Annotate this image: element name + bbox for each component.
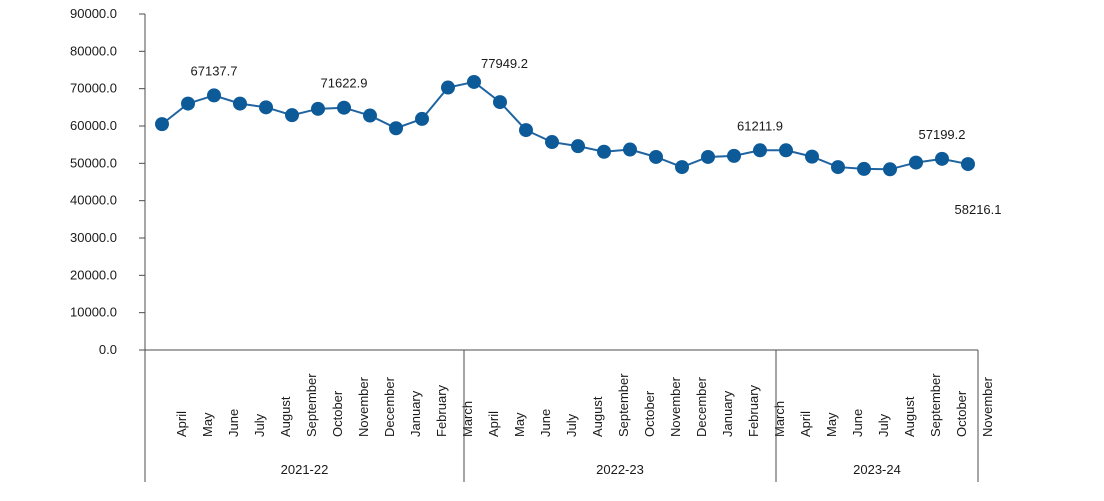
data-point (259, 100, 273, 115)
x-tick-label: June (226, 409, 241, 437)
data-point (727, 148, 741, 163)
y-tick-label: 10000.0 (70, 305, 117, 320)
x-tick-label: September (616, 373, 631, 437)
x-tick-label: May (200, 412, 215, 437)
series-line (161, 80, 969, 171)
y-tick-label: 60000.0 (70, 118, 117, 133)
x-tick-label: August (590, 396, 605, 437)
data-point (155, 117, 169, 132)
x-tick-label: October (954, 390, 969, 437)
data-point (545, 135, 559, 150)
data-point (389, 121, 403, 136)
x-tick-label: September (928, 373, 943, 437)
data-point (441, 80, 455, 95)
x-tick-label: April (798, 411, 813, 437)
y-tick-label: 0.0 (99, 342, 117, 357)
x-tick-label: October (330, 390, 345, 437)
data-point (649, 149, 663, 164)
data-point (337, 100, 351, 115)
x-tick-label: February (434, 384, 449, 437)
y-axis: 0.0 10000.0 20000.0 30000.0 40000.0 50000.0 60… (70, 6, 146, 357)
data-point (935, 151, 949, 166)
data-point (519, 123, 533, 138)
data-label: 67137.7 (191, 63, 238, 78)
data-labels: 67137.7 71622.9 77949.2 61211.9 57199.2 58216… (191, 56, 1002, 217)
x-tick-label: April (486, 411, 501, 437)
data-point (207, 88, 221, 103)
data-point (467, 74, 481, 89)
x-tick-label: January (720, 390, 735, 437)
x-tick-label: July (876, 413, 891, 437)
x-tick-label: August (278, 396, 293, 437)
data-point (701, 149, 715, 164)
plot-area (155, 74, 975, 177)
x-tick-label: May (824, 412, 839, 437)
data-point (233, 96, 247, 111)
y-tick-label: 20000.0 (70, 267, 117, 282)
group-label: 2023-24 (853, 462, 901, 477)
y-tick-label: 30000.0 (70, 230, 117, 245)
data-point (493, 95, 507, 110)
data-label: 57199.2 (919, 127, 966, 142)
data-point (805, 149, 819, 164)
x-tick-label: June (538, 409, 553, 437)
data-point (571, 139, 585, 154)
y-tick-label: 90000.0 (70, 6, 117, 21)
data-point (909, 155, 923, 170)
data-point (623, 142, 637, 157)
data-label: 61211.9 (737, 118, 783, 133)
data-point (181, 96, 195, 111)
data-label: 77949.2 (481, 56, 528, 71)
data-point (753, 143, 767, 158)
x-tick-label: July (564, 413, 579, 437)
data-point (831, 160, 845, 175)
data-point (311, 101, 325, 116)
x-tick-label: February (746, 384, 761, 437)
data-point (857, 161, 871, 176)
x-tick-label: July (252, 413, 267, 437)
data-point (415, 111, 429, 126)
x-tick-label: October (642, 390, 657, 437)
x-tick-label: January (408, 390, 423, 437)
y-tick-label: 80000.0 (70, 43, 117, 58)
x-tick-label: March (460, 401, 475, 437)
x-tick-label: December (694, 376, 709, 437)
x-tick-label: April (174, 411, 189, 437)
x-tick-label: November (668, 376, 683, 437)
data-point (597, 144, 611, 159)
data-label: 58216.1 (955, 202, 1002, 217)
x-tick-label: March (772, 401, 787, 437)
y-tick-label: 50000.0 (70, 155, 117, 170)
x-tick-label: September (304, 373, 319, 437)
x-tick-label: August (902, 396, 917, 437)
data-point (883, 162, 897, 177)
data-point (961, 157, 975, 172)
data-point (285, 108, 299, 123)
x-tick-label: June (850, 409, 865, 437)
group-label: 2022-23 (596, 462, 644, 477)
group-label: 2021-22 (281, 462, 329, 477)
x-axis: April May June July August September October No… (144, 349, 995, 482)
data-point (779, 143, 793, 158)
x-tick-label: November (980, 376, 995, 437)
x-tick-label: December (382, 376, 397, 437)
data-point (675, 160, 689, 175)
x-tick-label: May (512, 412, 527, 437)
data-point (363, 108, 377, 123)
x-tick-label: November (356, 376, 371, 437)
y-tick-label: 40000.0 (70, 193, 117, 208)
y-tick-label: 70000.0 (70, 81, 117, 96)
data-label: 71622.9 (321, 76, 368, 91)
